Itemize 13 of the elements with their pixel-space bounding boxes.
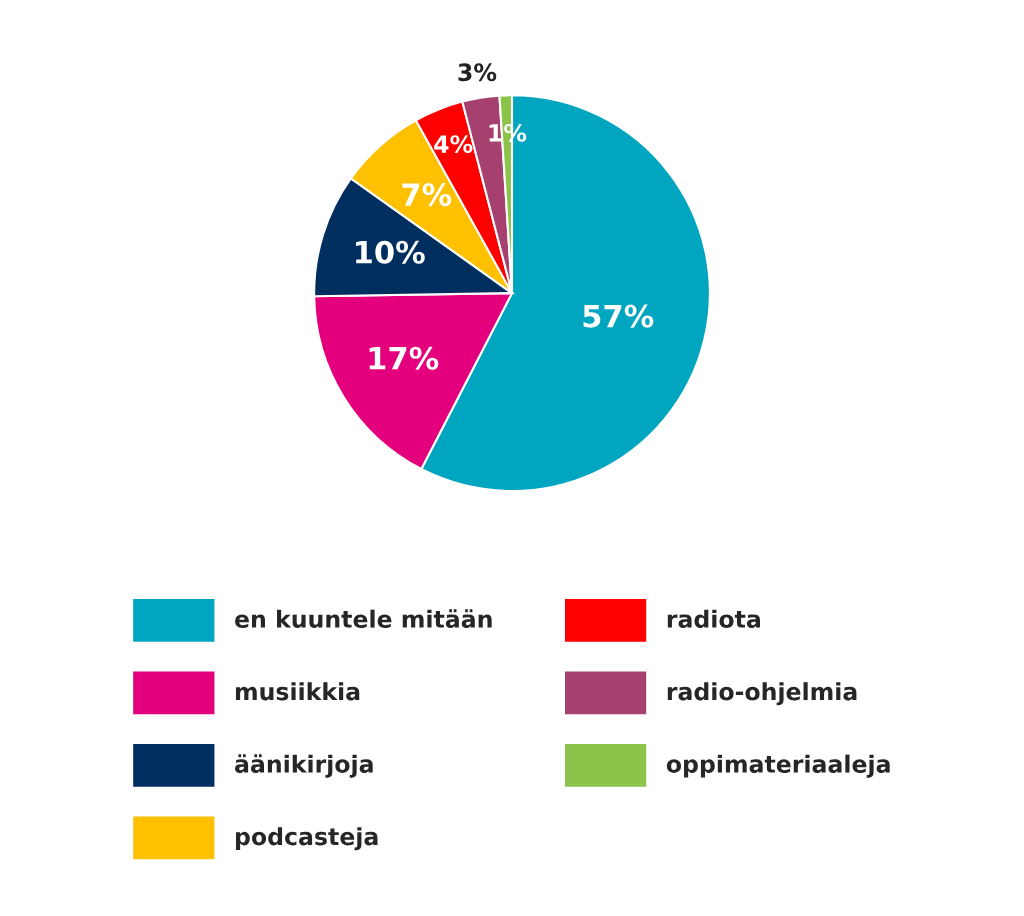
data-label: 3%: [458, 63, 497, 82]
legend-label: podcasteja: [235, 827, 378, 851]
legend-label: musiikkia: [235, 682, 360, 701]
data-label: 57%: [583, 304, 654, 328]
legend-label: radio-ohjelmia: [667, 682, 857, 706]
legend-label: radiota: [667, 609, 760, 628]
data-label: 17%: [369, 346, 439, 370]
legend-label: äänikirjoja: [235, 754, 373, 778]
data-label: 4%: [434, 135, 473, 154]
legend-label: en kuuntele mitään: [235, 609, 492, 628]
data-label: 7%: [402, 183, 452, 207]
legend-label: oppimateriaaleja: [666, 754, 890, 778]
data-label: 10%: [356, 240, 425, 264]
